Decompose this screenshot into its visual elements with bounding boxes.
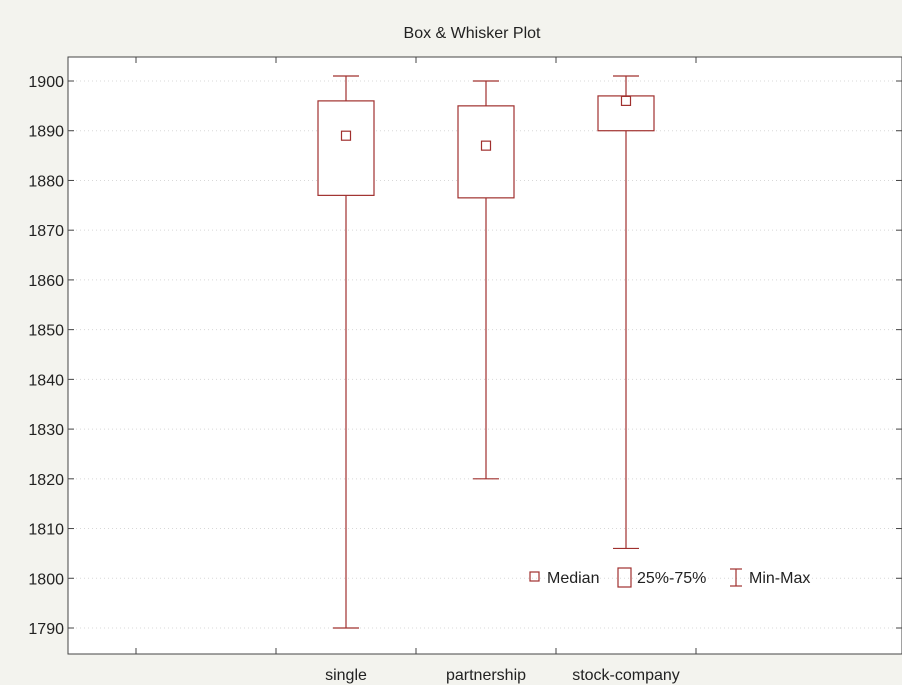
y-tick-label: 1840: [28, 372, 64, 389]
box-stock-company: [597, 75, 655, 550]
legend-whisker-symbol: [730, 568, 742, 587]
box-series: [317, 75, 655, 629]
legend-box-label: 25%-75%: [637, 570, 706, 587]
x-category-label: stock-company: [572, 667, 680, 684]
iqr-box: [457, 105, 515, 199]
y-tick-label: 1830: [28, 422, 64, 439]
y-tick-label: 1870: [28, 223, 64, 240]
y-tick-label: 1800: [28, 571, 64, 588]
y-tick-label: 1850: [28, 323, 64, 340]
y-tick-label: 1820: [28, 472, 64, 489]
y-tick-label: 1880: [28, 173, 64, 190]
legend-box-symbol: [617, 567, 632, 588]
y-tick-label: 1860: [28, 273, 64, 290]
y-tick-label: 1900: [28, 74, 64, 91]
x-category-label: partnership: [446, 667, 526, 684]
x-category-label: single: [325, 667, 367, 684]
x-axis: single partnership stock-company: [135, 57, 697, 684]
legend-median-label: Median: [547, 570, 599, 587]
iqr-box: [317, 100, 375, 196]
box-single: [317, 75, 375, 629]
y-tick-label: 1890: [28, 124, 64, 141]
y-axis: 1790 1800 1810 1820 1830 1840 1850 1860 1870 1880…: [28, 74, 902, 638]
legend-median-symbol: [529, 571, 540, 582]
legend-whisker-label: Min-Max: [749, 570, 810, 587]
box-partnership: [457, 80, 515, 480]
chart-title: Box & Whisker Plot: [404, 25, 541, 42]
median-marker: [620, 95, 632, 106]
legend: Median 25%-75% Min-Max: [529, 567, 810, 588]
median-marker: [480, 140, 492, 151]
y-tick-label: 1790: [28, 621, 64, 638]
median-marker: [340, 130, 352, 141]
y-tick-label: 1810: [28, 522, 64, 539]
